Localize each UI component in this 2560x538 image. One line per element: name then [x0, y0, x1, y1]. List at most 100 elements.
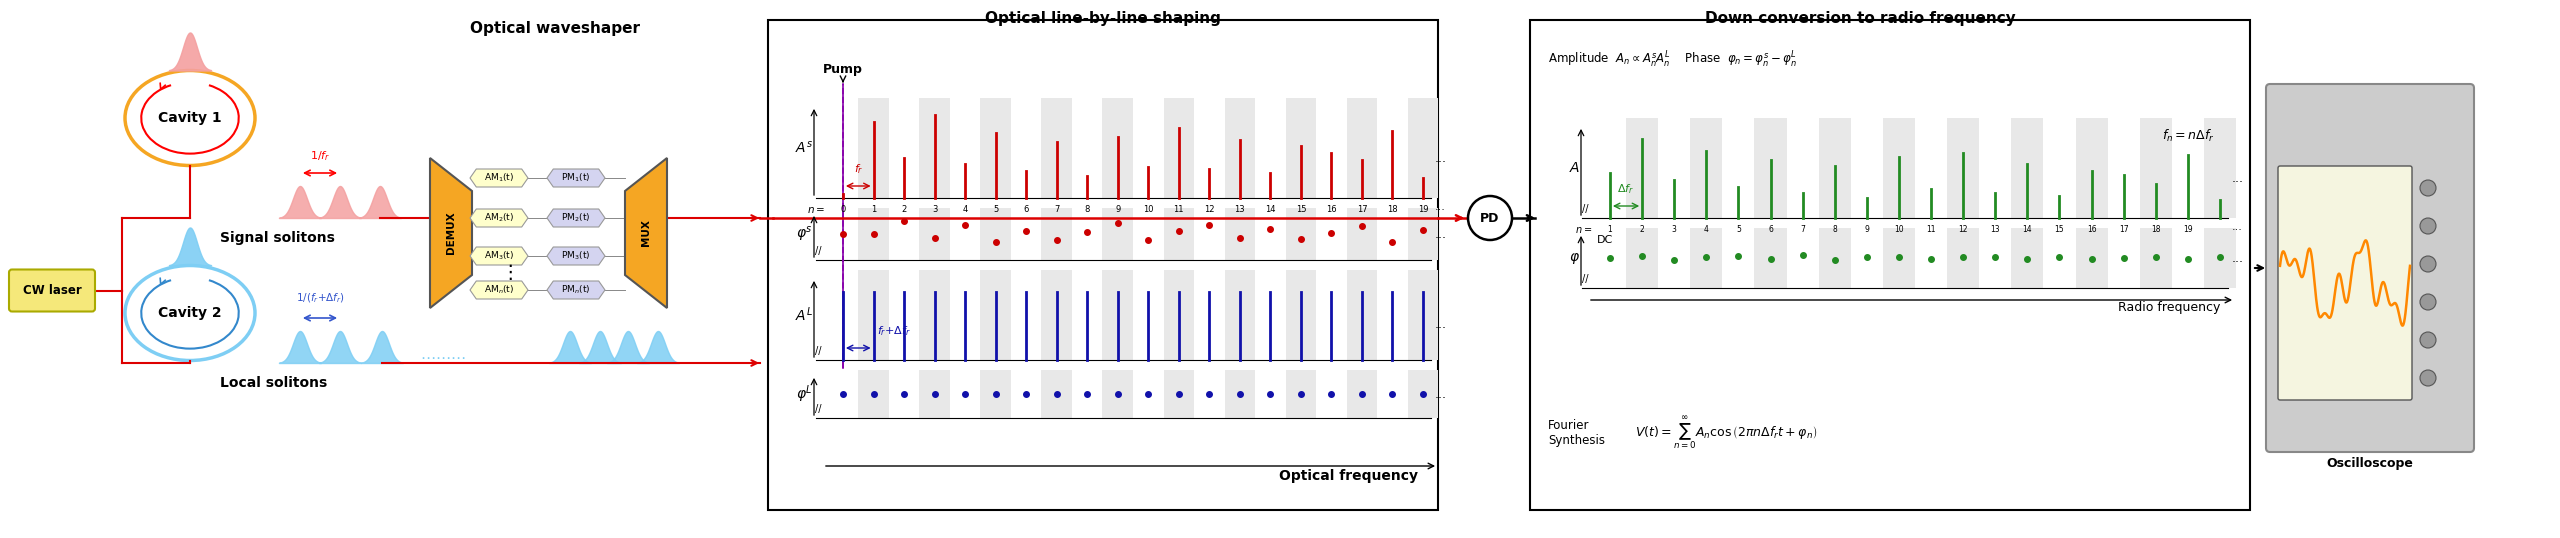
Text: $1/(f_r{+}\Delta f_r)$: $1/(f_r{+}\Delta f_r)$ — [294, 292, 346, 305]
Bar — [1626, 118, 1659, 218]
Text: 11: 11 — [1172, 206, 1185, 215]
Text: PM$_1$(t): PM$_1$(t) — [561, 172, 591, 184]
Bar — [919, 270, 950, 360]
Text: 3: 3 — [932, 206, 937, 215]
Bar — [1408, 370, 1439, 418]
Text: DC: DC — [1597, 235, 1613, 245]
Text: 11: 11 — [1925, 225, 1935, 235]
Bar — [1690, 118, 1723, 218]
Text: 1: 1 — [870, 206, 876, 215]
Text: $\varphi^s$: $\varphi^s$ — [796, 224, 814, 244]
Bar — [980, 208, 1011, 260]
Text: AM$_3$(t): AM$_3$(t) — [484, 250, 515, 262]
Bar — [1690, 228, 1723, 288]
Bar — [919, 208, 950, 260]
Bar — [2140, 228, 2171, 288]
Text: 19: 19 — [1418, 206, 1428, 215]
Bar — [1042, 270, 1073, 360]
Bar — [1224, 208, 1254, 260]
Bar — [1165, 370, 1193, 418]
Text: Fourier
Synthesis: Fourier Synthesis — [1549, 419, 1605, 447]
Text: Signal solitons: Signal solitons — [220, 231, 335, 245]
Text: AM$_1$(t): AM$_1$(t) — [484, 172, 515, 184]
Text: 16: 16 — [1326, 206, 1336, 215]
Bar — [2076, 228, 2107, 288]
Text: 17: 17 — [1357, 206, 1367, 215]
Text: //: // — [814, 246, 822, 256]
Bar — [858, 370, 888, 418]
Text: $f_r$: $f_r$ — [852, 162, 863, 176]
Text: Cavity 1: Cavity 1 — [159, 111, 223, 125]
Bar — [1103, 270, 1134, 360]
Text: $f_n = n\Delta f_r$: $f_n = n\Delta f_r$ — [2163, 128, 2214, 144]
Text: //: // — [1582, 274, 1587, 284]
Text: 19: 19 — [2184, 225, 2194, 235]
Text: $\varphi$: $\varphi$ — [1569, 251, 1580, 265]
FancyBboxPatch shape — [1531, 20, 2250, 510]
Text: 14: 14 — [2022, 225, 2033, 235]
Text: 2: 2 — [901, 206, 906, 215]
Text: PD: PD — [1480, 211, 1500, 224]
Polygon shape — [471, 209, 527, 227]
Text: 5: 5 — [1736, 225, 1741, 235]
Bar — [1285, 208, 1316, 260]
Text: ···: ··· — [2232, 225, 2243, 235]
Text: //: // — [814, 346, 822, 356]
FancyBboxPatch shape — [2266, 84, 2473, 452]
Circle shape — [1467, 196, 1513, 240]
Text: 17: 17 — [2120, 225, 2127, 235]
Bar — [1165, 270, 1193, 360]
Polygon shape — [548, 247, 604, 265]
Bar — [1347, 98, 1377, 198]
Text: AM$_2$(t): AM$_2$(t) — [484, 212, 515, 224]
Bar — [980, 270, 1011, 360]
Text: Optical waveshaper: Optical waveshaper — [471, 20, 640, 36]
Text: Oscilloscope: Oscilloscope — [2327, 457, 2414, 470]
Text: 10: 10 — [1142, 206, 1155, 215]
Text: Cavity 2: Cavity 2 — [159, 306, 223, 320]
Bar — [1948, 118, 1979, 218]
Text: 18: 18 — [1388, 206, 1398, 215]
Circle shape — [2419, 218, 2437, 234]
Text: ⋮: ⋮ — [499, 264, 520, 282]
Ellipse shape — [125, 70, 256, 166]
Bar — [980, 370, 1011, 418]
Text: ...: ... — [1436, 387, 1446, 400]
Bar — [1103, 208, 1134, 260]
Bar — [2140, 118, 2171, 218]
Polygon shape — [548, 169, 604, 187]
Text: 15: 15 — [1295, 206, 1306, 215]
Text: ...: ... — [1436, 152, 1446, 165]
Bar — [919, 98, 950, 198]
Polygon shape — [471, 281, 527, 299]
Bar — [1103, 370, 1134, 418]
Bar — [2204, 118, 2235, 218]
Bar — [1165, 98, 1193, 198]
Text: 9: 9 — [1864, 225, 1869, 235]
Bar — [1347, 270, 1377, 360]
Bar — [1224, 270, 1254, 360]
Bar — [1042, 98, 1073, 198]
Polygon shape — [471, 169, 527, 187]
Circle shape — [2419, 180, 2437, 196]
Text: Radio frequency: Radio frequency — [2117, 301, 2220, 315]
Bar — [1754, 228, 1787, 288]
Text: $A^L$: $A^L$ — [796, 306, 814, 324]
Text: 7: 7 — [1800, 225, 1805, 235]
Text: MUX: MUX — [640, 220, 650, 246]
Bar — [1884, 118, 1915, 218]
Bar — [1948, 228, 1979, 288]
Text: $f_r{+}\Delta f_r$: $f_r{+}\Delta f_r$ — [876, 324, 911, 338]
Text: $A^s$: $A^s$ — [796, 140, 814, 156]
Bar — [2012, 228, 2043, 288]
Text: PM$_2$(t): PM$_2$(t) — [561, 212, 591, 224]
Text: $\cdots\cdots\cdots$: $\cdots\cdots\cdots$ — [420, 349, 466, 364]
Text: 18: 18 — [2150, 225, 2161, 235]
Polygon shape — [548, 281, 604, 299]
Text: 12: 12 — [1958, 225, 1969, 235]
Text: 12: 12 — [1203, 206, 1213, 215]
Text: Optical line-by-line shaping: Optical line-by-line shaping — [986, 11, 1221, 25]
Bar — [858, 208, 888, 260]
Bar — [2012, 118, 2043, 218]
Text: $n=$: $n=$ — [806, 205, 824, 215]
